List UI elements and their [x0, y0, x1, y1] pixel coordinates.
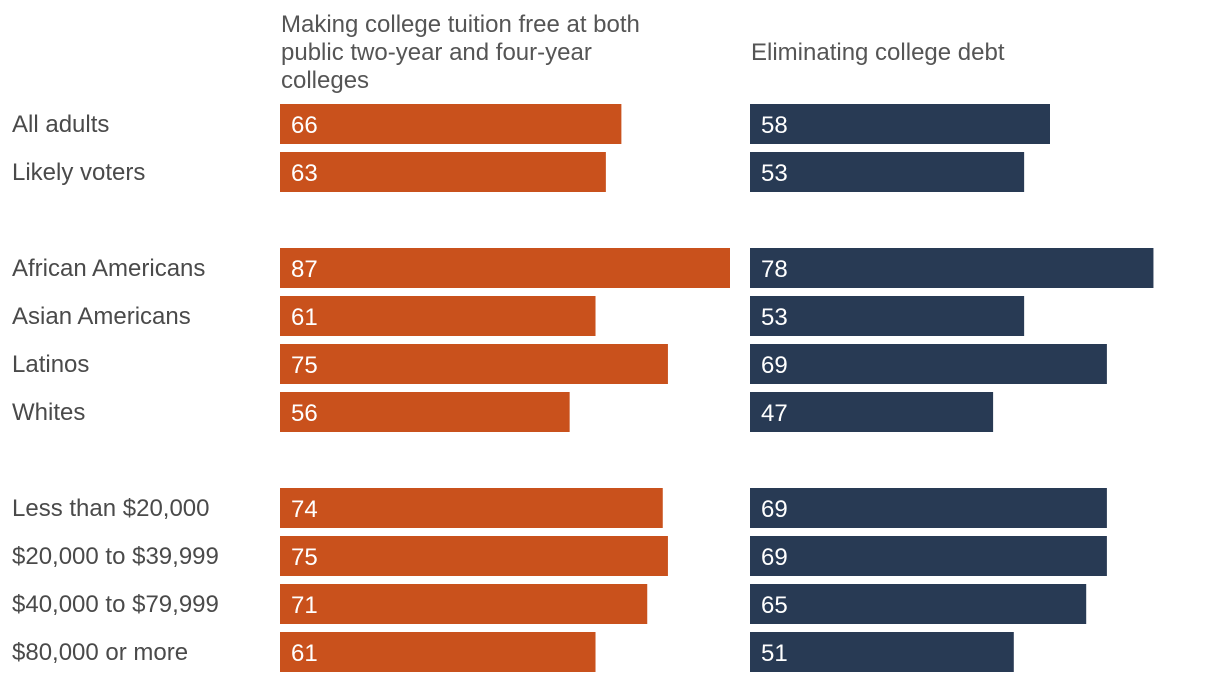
bar-series-1	[280, 536, 668, 576]
bar-value-label: 66	[291, 112, 318, 139]
bar-value-label: 53	[761, 160, 788, 187]
category-label: Likely voters	[12, 159, 145, 186]
column-header-line: colleges	[281, 67, 369, 94]
bar-series-1	[280, 296, 596, 336]
bar-value-label: 63	[291, 160, 318, 187]
bar-series-1	[280, 632, 596, 672]
bar-value-label: 75	[291, 544, 318, 571]
bar-value-label: 71	[291, 592, 318, 619]
column-header-line: public two-year and four-year	[281, 39, 592, 66]
bar-series-2	[750, 104, 1050, 144]
bar-value-label: 74	[291, 496, 318, 523]
category-label: $80,000 or more	[12, 639, 188, 666]
bar-value-label: 58	[761, 112, 788, 139]
column-headers: Making college tuition free at both publi…	[281, 11, 1005, 94]
bar-series-2	[750, 392, 994, 432]
category-label: African Americans	[12, 255, 205, 282]
bar-series-1	[280, 392, 570, 432]
bars: 66 58 63 53 87 78 61 53 75 69 56 47 74 69 75 69 71 65 61 51	[280, 104, 1154, 672]
category-label: Whites	[12, 399, 85, 426]
bar-series-2	[750, 248, 1154, 288]
bar-series-2	[750, 152, 1025, 192]
column-header-1: Making college tuition free at both publi…	[281, 11, 640, 94]
category-label: All adults	[12, 111, 109, 138]
bar-series-1	[280, 344, 668, 384]
bar-value-label: 47	[761, 400, 788, 427]
bar-series-2	[750, 536, 1107, 576]
bar-value-label: 56	[291, 400, 318, 427]
bar-value-label: 61	[291, 640, 318, 667]
bar-value-label: 65	[761, 592, 788, 619]
bar-value-label: 51	[761, 640, 788, 667]
bar-value-label: 87	[291, 256, 318, 283]
category-label: $20,000 to $39,999	[12, 543, 219, 570]
category-label: Less than $20,000	[12, 495, 210, 522]
bar-value-label: 75	[291, 352, 318, 379]
bar-series-1	[280, 248, 730, 288]
category-label: Asian Americans	[12, 303, 191, 330]
category-labels: All adults Likely voters African Americans…	[12, 111, 219, 666]
category-label: Latinos	[12, 351, 89, 378]
bar-series-2	[750, 296, 1025, 336]
bar-value-label: 69	[761, 544, 788, 571]
bar-value-label: 61	[291, 304, 318, 331]
bar-series-2	[750, 584, 1087, 624]
category-label: $40,000 to $79,999	[12, 591, 219, 618]
bar-series-2	[750, 488, 1107, 528]
bar-series-2	[750, 632, 1014, 672]
column-header-line: Eliminating college debt	[751, 39, 1005, 66]
bar-value-label: 69	[761, 352, 788, 379]
column-header-2: Eliminating college debt	[751, 39, 1005, 66]
bar-series-1	[280, 488, 663, 528]
bar-series-1	[280, 584, 648, 624]
column-header-line: Making college tuition free at both	[281, 11, 640, 38]
bar-series-1	[280, 104, 622, 144]
bar-value-label: 69	[761, 496, 788, 523]
bar-value-label: 78	[761, 256, 788, 283]
bar-series-2	[750, 344, 1107, 384]
bar-value-label: 53	[761, 304, 788, 331]
bar-series-1	[280, 152, 606, 192]
